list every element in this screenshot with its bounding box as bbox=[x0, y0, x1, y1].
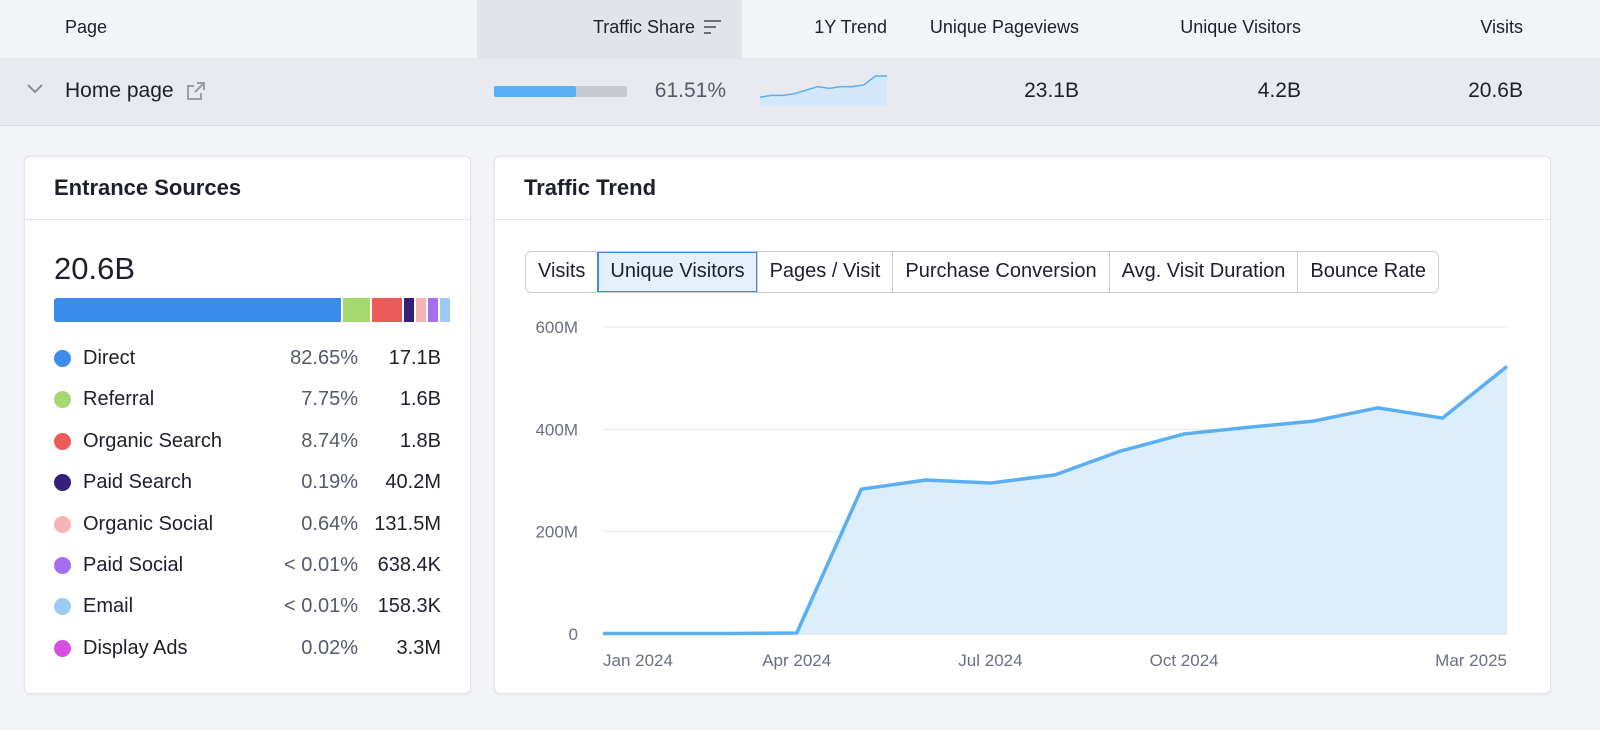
trend-sparkline bbox=[760, 75, 887, 106]
source-segment bbox=[342, 298, 370, 322]
source-share: 0.64% bbox=[301, 512, 358, 535]
column-header[interactable]: Visits bbox=[1480, 17, 1523, 37]
source-share: 7.75% bbox=[301, 388, 358, 411]
x-tick-label: Jan 2024 bbox=[603, 651, 673, 670]
tab[interactable]: Purchase Conversion bbox=[892, 252, 1108, 292]
source-visits: 131.5M bbox=[374, 512, 441, 535]
area bbox=[603, 366, 1507, 634]
share-bar bbox=[494, 86, 576, 97]
source-share: < 0.01% bbox=[284, 595, 358, 618]
source-share: < 0.01% bbox=[284, 554, 358, 576]
sparkline-line bbox=[760, 75, 887, 98]
source-visits: 40.2M bbox=[385, 471, 441, 494]
y-tick-label: 200M bbox=[535, 523, 578, 542]
separator bbox=[495, 219, 1550, 220]
tab[interactable]: Avg. Visit Duration bbox=[1108, 252, 1298, 292]
column-header[interactable]: Unique Pageviews bbox=[929, 17, 1079, 37]
expand-chevron[interactable] bbox=[26, 83, 44, 95]
source-visits: 17.1B bbox=[388, 347, 441, 369]
source-name: Organic Social bbox=[83, 512, 214, 535]
source-dot bbox=[54, 432, 71, 450]
sources-bar bbox=[54, 298, 450, 322]
source-share: 8.74% bbox=[301, 429, 358, 452]
source-name: Display Ads bbox=[83, 636, 188, 659]
sort-icon bbox=[704, 20, 721, 34]
share-label: 61.51% bbox=[654, 79, 726, 102]
x-tick-label: Apr 2024 bbox=[762, 651, 831, 670]
source-name: Referral bbox=[83, 388, 155, 411]
metric-tabs: Visits Unique Visitors Pages / Visit Purcha… bbox=[525, 251, 1440, 293]
line bbox=[603, 365, 1509, 636]
source-share: 82.65% bbox=[290, 347, 358, 369]
source-visits: 1.8B bbox=[399, 429, 441, 452]
card-title: Traffic Trend bbox=[524, 175, 657, 200]
tab[interactable]: Unique Visitors bbox=[597, 252, 757, 292]
source-dot bbox=[54, 639, 71, 657]
source-segment bbox=[403, 298, 414, 322]
tab[interactable]: Bounce Rate bbox=[1297, 252, 1438, 292]
x-tick-label: Jul 2024 bbox=[958, 651, 1022, 670]
page-name[interactable]: Home page bbox=[65, 79, 174, 102]
source-name: Organic Search bbox=[83, 429, 222, 452]
total: 20.6B bbox=[54, 251, 136, 286]
y-tick-label: 600M bbox=[535, 318, 578, 337]
source-dot bbox=[54, 515, 71, 533]
separator bbox=[25, 219, 470, 220]
table-header bbox=[0, 0, 1600, 59]
source-name: Paid Search bbox=[83, 471, 192, 494]
trend-chart: 0 200M 400M 600M Jan 2024 Apr 2024 Jul 2024 Oct… bbox=[535, 318, 1509, 670]
unique-pageviews: 23.1B bbox=[1024, 79, 1079, 102]
tab[interactable]: Pages / Visit bbox=[756, 252, 893, 292]
source-dot bbox=[54, 350, 71, 367]
visits: 20.6B bbox=[1468, 79, 1523, 102]
x-tick-label: Oct 2024 bbox=[1150, 651, 1219, 670]
header-cells: Page Traffic Share 1Y Trend Unique Pageview… bbox=[0, 0, 1600, 58]
source-segment bbox=[439, 298, 450, 322]
source-share: 0.02% bbox=[301, 636, 358, 659]
tab[interactable]: Visits bbox=[538, 260, 586, 282]
sparkline-area bbox=[760, 76, 887, 106]
external-link-icon[interactable] bbox=[185, 80, 207, 102]
entrance-sources-card: Entrance Sources 20.6B Direct 82.65% 17.1B… bbox=[24, 156, 471, 694]
column-header[interactable]: 1Y Trend bbox=[814, 17, 887, 37]
column-header[interactable]: Traffic Share bbox=[592, 17, 695, 37]
source-visits: 158.3K bbox=[377, 595, 441, 618]
column-header[interactable]: Unique Visitors bbox=[1180, 17, 1301, 37]
source-segment bbox=[415, 298, 426, 322]
source-segment bbox=[371, 298, 402, 322]
source-visits: 638.4K bbox=[377, 554, 441, 576]
unique-visitors: 4.2B bbox=[1257, 79, 1301, 102]
source-segment bbox=[54, 298, 341, 322]
source-name: Direct bbox=[83, 347, 136, 369]
source-dot bbox=[54, 391, 71, 409]
sorted-column-bg bbox=[477, 0, 742, 58]
source-name: Paid Social bbox=[83, 554, 184, 576]
column-header[interactable]: Page bbox=[65, 17, 108, 37]
source-dot bbox=[54, 557, 71, 574]
table-row[interactable]: Home page 61.51% 23.1B 4.2B 20.6B bbox=[0, 59, 1600, 126]
source-segment bbox=[427, 298, 438, 322]
card-title: Entrance Sources bbox=[54, 175, 242, 200]
y-tick-label: 400M bbox=[535, 420, 578, 439]
source-name: Email bbox=[83, 595, 134, 618]
source-share: 0.19% bbox=[301, 471, 358, 494]
source-dot bbox=[54, 598, 71, 616]
y-tick-label: 0 bbox=[569, 625, 578, 644]
source-visits: 1.6B bbox=[399, 388, 441, 411]
source-dot bbox=[54, 474, 71, 492]
source-visits: 3.3M bbox=[396, 636, 441, 659]
x-tick-label: Mar 2025 bbox=[1435, 651, 1507, 670]
